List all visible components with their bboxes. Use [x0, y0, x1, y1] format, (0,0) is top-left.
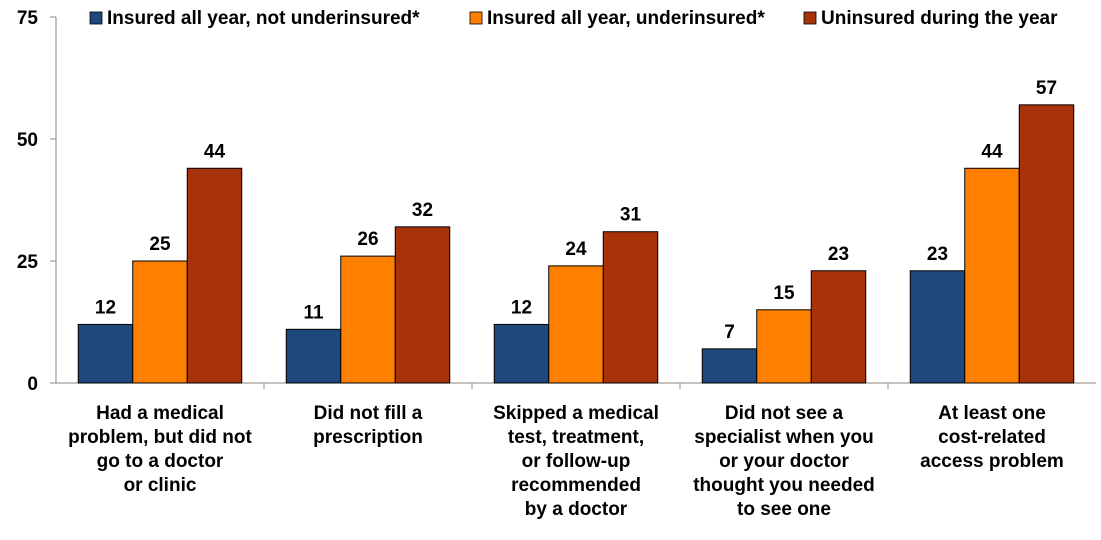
- data-label: 12: [511, 297, 532, 318]
- category-label-line: Had a medical: [96, 403, 224, 424]
- legend-swatch: [469, 11, 483, 25]
- data-label: 7: [724, 322, 735, 343]
- bar: [340, 255, 396, 384]
- legend-swatch: [89, 11, 103, 25]
- category-label-line: test, treatment,: [508, 427, 644, 448]
- bar: [964, 167, 1020, 384]
- data-label: 24: [565, 239, 587, 260]
- data-label: 31: [620, 205, 642, 226]
- category-label-line: Skipped a medical: [493, 403, 659, 424]
- data-label: 15: [773, 283, 795, 304]
- bar: [701, 348, 758, 384]
- y-tick-label: 0: [27, 374, 38, 395]
- y-tick-label: 50: [17, 130, 38, 151]
- category-label-line: by a doctor: [525, 499, 628, 520]
- category-label-line: or follow-up: [522, 451, 631, 472]
- bar: [602, 231, 659, 384]
- data-label: 23: [828, 244, 849, 265]
- category-label-line: Did not see a: [725, 403, 844, 424]
- category-label-line: At least one: [938, 403, 1046, 424]
- category-label: Did not see a specialist when you or your …: [693, 403, 875, 520]
- bar: [548, 265, 604, 384]
- data-label: 23: [927, 244, 948, 265]
- data-label: 26: [357, 229, 378, 250]
- category-label-line: Did not fill a: [314, 403, 423, 424]
- category-label-line: prescription: [313, 427, 423, 448]
- category-label: At least one cost-related access problem: [920, 403, 1064, 472]
- bar: [132, 260, 188, 384]
- category-label: Had a medical problem, but did not go to a…: [68, 403, 252, 496]
- bar: [909, 270, 966, 384]
- category-label-line: go to a doctor: [97, 451, 224, 472]
- category-label: Did not fill a prescription: [313, 403, 423, 448]
- bar: [285, 328, 342, 384]
- data-label: 44: [981, 141, 1003, 162]
- legend-label: Uninsured during the year: [821, 8, 1058, 29]
- bar: [1018, 104, 1075, 384]
- bar: [756, 309, 812, 384]
- y-tick-label: 75: [17, 8, 39, 29]
- legend-label: Insured all year, not underinsured*: [107, 8, 420, 29]
- legend-swatch: [803, 11, 817, 25]
- category-label-line: to see one: [737, 499, 831, 520]
- category-label-line: cost-related: [938, 427, 1046, 448]
- category-label-line: specialist when you: [694, 427, 874, 448]
- category-label-line: recommended: [511, 475, 641, 496]
- category-label: Skipped a medical test, treatment, or foll…: [493, 403, 659, 520]
- bar: [186, 167, 243, 384]
- y-tick-label: 25: [17, 252, 39, 273]
- data-label: 57: [1036, 78, 1057, 99]
- category-label-line: problem, but did not: [68, 427, 252, 448]
- category-label-line: thought you needed: [693, 475, 875, 496]
- bar: [394, 226, 451, 384]
- bar: [77, 323, 134, 384]
- bar: [810, 270, 867, 384]
- legend-label: Insured all year, underinsured*: [487, 8, 765, 29]
- category-label-line: or clinic: [124, 475, 197, 496]
- data-label: 32: [412, 200, 433, 221]
- category-label-line: or your doctor: [719, 451, 849, 472]
- data-label: 25: [149, 234, 171, 255]
- category-label-line: access problem: [920, 451, 1064, 472]
- data-label: 12: [95, 297, 116, 318]
- data-label: 44: [204, 141, 226, 162]
- data-label: 11: [303, 302, 324, 323]
- bar: [493, 323, 550, 384]
